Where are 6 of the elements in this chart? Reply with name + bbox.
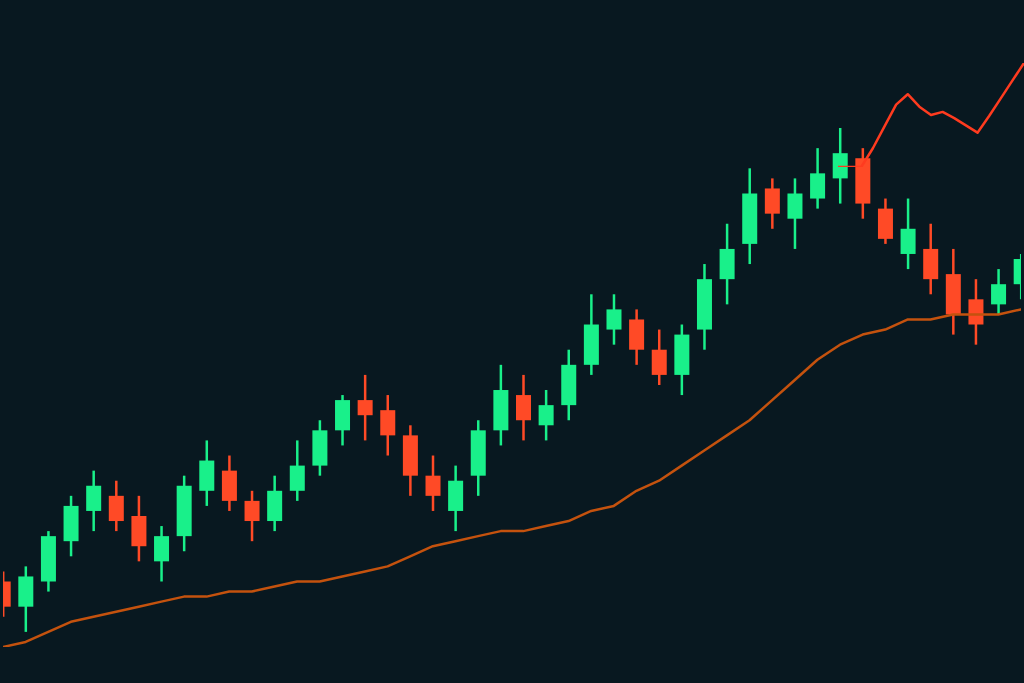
candlestick	[357, 373, 373, 442]
candlestick	[991, 267, 1007, 316]
candlestick	[244, 489, 260, 543]
candlestick	[425, 454, 441, 513]
candlestick	[538, 388, 554, 442]
candlestick	[606, 293, 622, 346]
